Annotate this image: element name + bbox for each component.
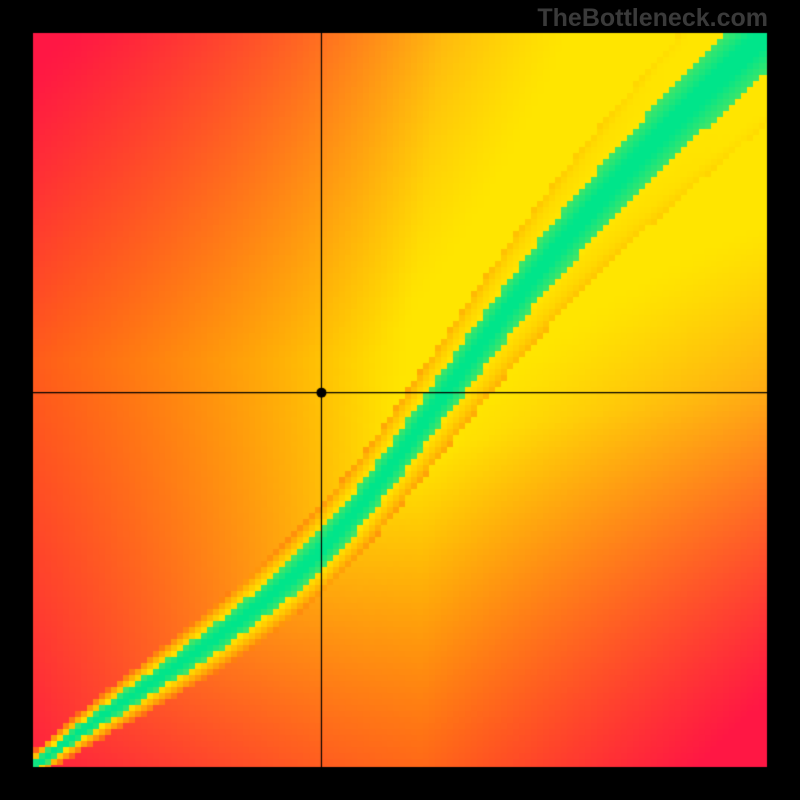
bottleneck-heatmap [0,0,800,800]
watermark-text: TheBottleneck.com [537,4,768,33]
